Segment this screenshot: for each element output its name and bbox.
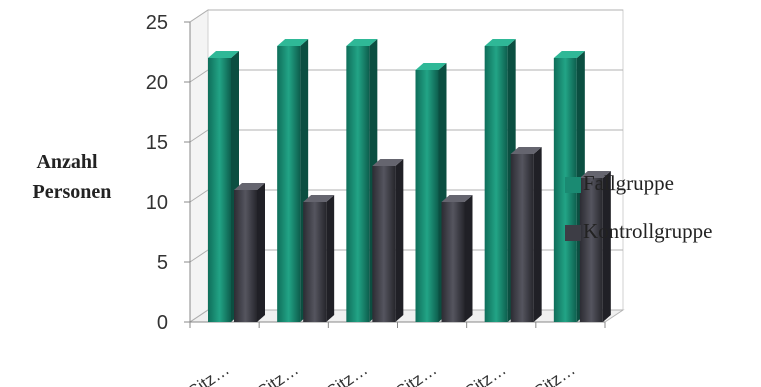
y-axis-label-line-2: Personen	[33, 181, 112, 203]
y-axis: 0 5 10 15 20 25	[146, 12, 191, 334]
legend: Fallgruppe Kontrollgruppe	[565, 171, 712, 243]
bars	[208, 39, 611, 322]
bar-front	[208, 58, 231, 322]
bar-top	[208, 51, 239, 58]
y-axis-label-line-1: Anzahl	[36, 151, 98, 173]
bar	[441, 195, 473, 322]
x-tick-label: Sitz…	[462, 360, 510, 387]
x-tick-label: Sitz…	[185, 360, 233, 387]
bar-top	[553, 51, 585, 58]
x-tick-label: Sitz…	[531, 360, 579, 387]
x-tick-label: Sitz…	[323, 360, 371, 387]
bar-top	[579, 171, 611, 178]
y-tick-label: 0	[157, 312, 168, 334]
legend-swatch	[565, 225, 581, 241]
y-tick-label: 10	[146, 192, 168, 214]
bar	[372, 159, 404, 322]
y-tick-label: 15	[146, 132, 168, 154]
y-tick-label: 20	[146, 72, 168, 94]
bar-front	[579, 178, 603, 322]
bar-top	[484, 39, 516, 46]
x-tick-label: Sitz…	[254, 360, 302, 387]
bar	[510, 147, 542, 322]
bar-front	[441, 202, 465, 322]
side-wall	[189, 9, 209, 323]
bar-top	[234, 183, 265, 190]
bar-front	[303, 202, 327, 322]
x-axis: Sitz… Sitz… Sitz… Sitz… Sitz… Sitz…	[185, 321, 606, 387]
bar-side	[395, 159, 404, 322]
legend-label: Fallgruppe	[583, 171, 674, 195]
legend-swatch	[565, 177, 581, 193]
bar	[208, 51, 239, 322]
bar-side	[326, 195, 335, 322]
bar-front	[510, 154, 534, 322]
bar-front	[372, 166, 396, 322]
bar-top	[372, 159, 404, 166]
bar-front	[346, 46, 370, 322]
bar-front	[277, 46, 301, 322]
bar-top	[346, 39, 378, 46]
bar-top	[303, 195, 335, 202]
bar	[234, 183, 265, 322]
bar-side	[602, 171, 611, 322]
bar-top	[415, 63, 447, 70]
bar-side	[533, 147, 542, 322]
bar-front	[484, 46, 508, 322]
bar-side	[257, 183, 265, 322]
y-tick-label: 5	[157, 252, 168, 274]
gridline	[189, 9, 623, 23]
bar-top	[510, 147, 542, 154]
legend-label: Kontrollgruppe	[583, 219, 712, 243]
bar-top	[441, 195, 473, 202]
bar	[579, 171, 611, 322]
bar-front	[415, 70, 439, 322]
bar-top	[277, 39, 309, 46]
bar-side	[464, 195, 473, 322]
y-tick-label: 25	[146, 12, 168, 34]
x-tick-label: Sitz…	[392, 360, 440, 387]
bar	[303, 195, 335, 322]
bar-front	[234, 190, 257, 322]
